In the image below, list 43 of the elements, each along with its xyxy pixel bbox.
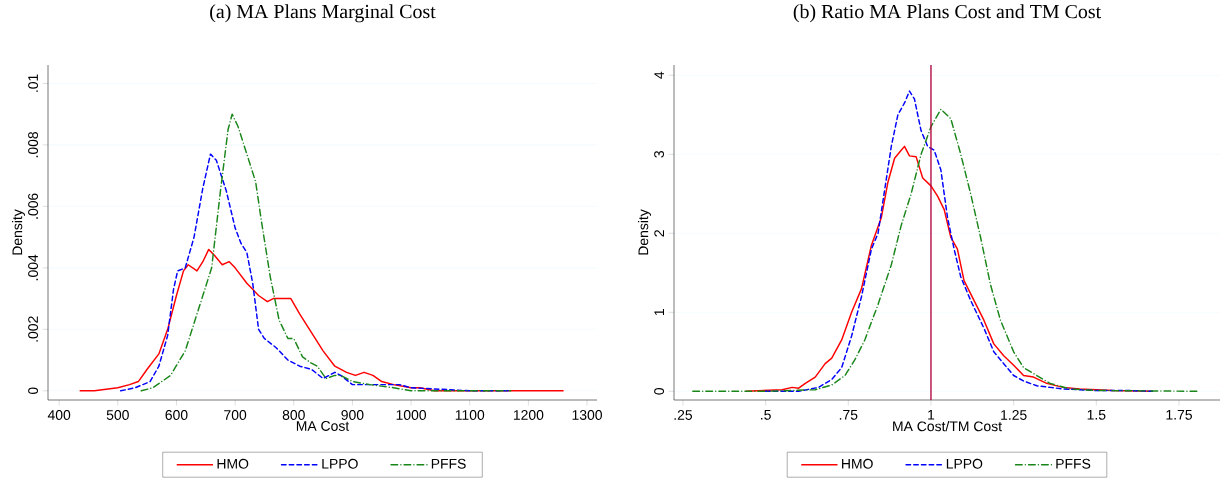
chart-title: (a) MA Plans Marginal Cost	[210, 4, 436, 23]
x-tick-label: .75	[839, 410, 858, 420]
line-series	[764, 90, 1154, 393]
line-series	[140, 113, 512, 392]
y-tick-label: 1	[654, 309, 664, 316]
line-series	[692, 108, 1200, 393]
y-tick-label: 0	[654, 387, 665, 395]
y-tick-label: 0	[28, 387, 38, 395]
x-tick-label: .25	[674, 410, 693, 420]
y-tick-label: 2	[654, 230, 664, 237]
x-tick-label: .5	[761, 410, 771, 420]
x-tick-label: 600	[165, 410, 188, 420]
x-tick-label: 1.5	[1087, 410, 1106, 420]
x-tick-label: 500	[106, 410, 129, 420]
chart-title: (b) Ratio MA Plans Cost and TM Cost	[793, 4, 1102, 23]
y-tick-label: .01	[28, 74, 38, 92]
y-axis-title: Density	[638, 209, 652, 255]
x-tick-label: 1	[928, 410, 935, 420]
x-tick-label: 1300	[572, 410, 602, 420]
legend-label: HMO	[842, 458, 873, 469]
x-tick-label: 1200	[513, 410, 544, 420]
x-tick-label: 900	[341, 410, 364, 420]
y-tick-label: .008	[28, 131, 38, 158]
x-tick-label: 400	[47, 410, 71, 420]
y-tick-label: 4	[654, 71, 664, 79]
y-tick-label: .004	[28, 254, 38, 281]
legend-label: PFFS	[1056, 458, 1091, 469]
legend-label: LPPO	[322, 458, 358, 469]
x-tick-label: 800	[282, 410, 305, 420]
x-tick-label: 1100	[455, 410, 485, 420]
y-tick-label: .002	[28, 316, 38, 342]
x-tick-label: 1000	[396, 410, 427, 420]
x-axis-title: MA Cost	[296, 421, 350, 431]
x-tick-label: 1.75	[1166, 410, 1192, 420]
x-tick-label: 700	[224, 410, 247, 420]
legend-label: LPPO	[946, 458, 983, 469]
legend-label: PFFS	[431, 458, 466, 469]
x-axis-title: MA Cost/TM Cost	[893, 421, 1002, 432]
y-tick-label: 3	[654, 151, 665, 158]
x-tick-label: 1.25	[1001, 410, 1027, 420]
y-tick-label: .006	[28, 193, 38, 219]
y-axis-title: Density	[12, 209, 25, 255]
legend-label: HMO	[217, 458, 249, 469]
